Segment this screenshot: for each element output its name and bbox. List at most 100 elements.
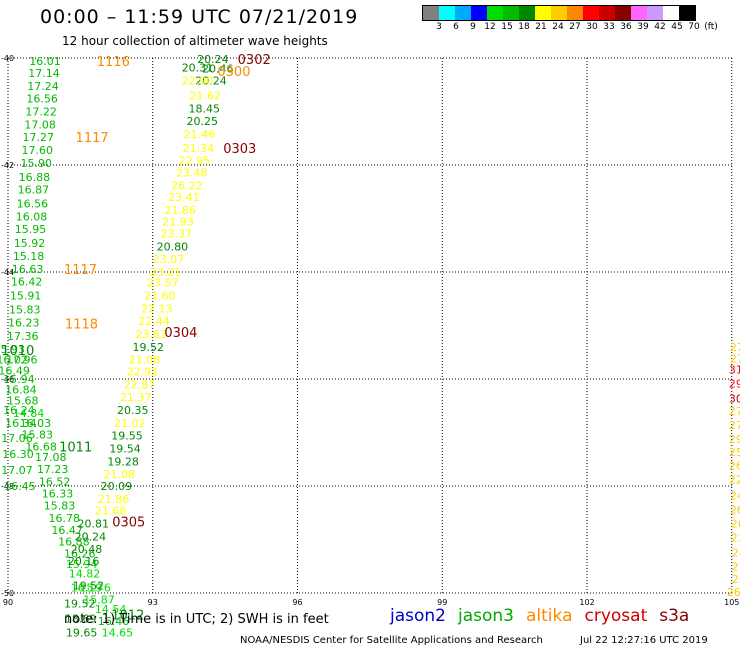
legend-label: 18	[518, 22, 530, 32]
wave-height-reading: 17.06	[1, 432, 33, 445]
wave-height-reading: 16.87	[18, 184, 50, 197]
wave-height-reading: 20.31	[182, 62, 214, 75]
wave-height-reading: 15.87	[83, 593, 115, 606]
legend-swatch	[471, 6, 487, 20]
legend-swatch	[567, 6, 583, 20]
legend-swatch	[599, 6, 615, 20]
legend-swatch	[551, 6, 567, 20]
wave-height-reading: 15.93	[0, 343, 25, 356]
y-tick-label: -46	[1, 375, 14, 384]
legend-swatch	[455, 6, 471, 20]
pass-time-label: 0300	[217, 65, 250, 80]
wave-height-reading: 26.0	[729, 460, 740, 473]
wave-height-reading: 22.13	[141, 302, 173, 315]
wave-height-reading: 20.35	[117, 404, 149, 417]
wave-height-reading: 16.33	[42, 487, 74, 500]
wave-height-reading: 17.96	[6, 354, 38, 367]
wave-height-reading: 16.45	[4, 480, 36, 493]
wave-height-reading: 15.92	[14, 237, 46, 250]
pass-time-label: 0303	[223, 142, 256, 157]
wave-height-reading: 19.65	[66, 627, 98, 640]
wave-height-reading: 20.09	[101, 480, 133, 493]
legend-swatches	[422, 5, 696, 21]
footer-credit: NOAA/NESDIS Center for Satellite Applica…	[240, 635, 543, 646]
wave-height-reading: 20.24	[75, 530, 107, 543]
wave-height-reading: 17.14	[28, 67, 60, 80]
wave-height-reading: 26.22	[171, 179, 203, 192]
wave-height-reading: 16.03	[20, 417, 52, 430]
legend-swatch	[615, 6, 631, 20]
pass-time-label: 0302	[238, 53, 271, 68]
wave-height-reading: 15.68	[7, 394, 39, 407]
wave-height-reading: 19.52	[64, 598, 96, 611]
wave-height-reading: 16.47	[51, 524, 83, 537]
wave-height-reading: 21.02	[114, 417, 145, 430]
legend-label: 3	[436, 22, 442, 32]
pass-time-label: 1011	[59, 440, 92, 455]
footer-timestamp: Jul 22 12:27:16 UTC 2019	[580, 635, 708, 646]
footer-note: note: 1) Time is in UTC; 2) SWH is in fe…	[64, 612, 329, 627]
wave-height-reading: 19.55	[111, 430, 143, 443]
y-tick-label: -40	[1, 54, 14, 63]
y-tick-label: -42	[1, 161, 14, 170]
wave-height-reading: 22.95	[179, 155, 211, 168]
pass-time-label: 0305	[112, 515, 145, 530]
legend-label: 21	[535, 22, 547, 32]
pass-time-label: 1116	[97, 55, 130, 70]
wave-height-reading: 15.91	[10, 290, 42, 303]
legend-swatch	[583, 6, 599, 20]
wave-height-reading: 17.07	[1, 464, 33, 477]
legend-swatch	[519, 6, 535, 20]
legend-swatch	[535, 6, 551, 20]
wave-height-reading: 23.37	[160, 227, 192, 240]
wave-height-reading: 16.23	[8, 316, 40, 329]
legend-label: 36	[620, 22, 632, 32]
wave-height-reading: 16.30	[2, 448, 34, 461]
x-tick-label: 90	[3, 598, 13, 607]
legend-label: (ft)	[704, 22, 718, 32]
legend-swatch	[439, 6, 455, 20]
x-tick-label: 102	[579, 598, 594, 607]
wave-height-reading: 20.81	[77, 517, 109, 530]
legend-label: 6	[453, 22, 459, 32]
wave-height-reading: 22.90	[182, 74, 214, 87]
wave-height-reading: 20.24	[195, 74, 227, 87]
legend-label: 15	[501, 22, 513, 32]
wave-height-reading: 21.37	[120, 391, 152, 404]
wave-height-reading: 14.65	[102, 627, 134, 640]
wave-height-reading: 23.87	[731, 531, 740, 544]
wave-height-reading: 16.02	[0, 354, 28, 367]
pass-time-label: 1012	[111, 608, 144, 623]
wave-height-reading: 15.90	[21, 157, 52, 170]
y-tick-label: -50	[1, 589, 14, 598]
legend-label: 12	[484, 22, 496, 32]
wave-height-reading: 16.42	[11, 276, 43, 289]
pass-time-label: 1118	[65, 317, 98, 332]
wave-height-reading: 24.44	[730, 490, 740, 503]
wave-height-reading: 16.01	[29, 55, 61, 68]
satellite-cryosat: cryosat	[584, 606, 648, 626]
wave-height-reading: 19.52	[132, 341, 164, 354]
wave-height-reading: 22.8	[729, 474, 740, 487]
wave-height-reading: 20.46	[202, 63, 234, 76]
wave-height-reading: 21.86	[164, 204, 196, 217]
satellite-altika: altika	[526, 606, 573, 626]
wave-height-reading: 27	[730, 341, 740, 354]
wave-height-reading: 21.08	[104, 468, 136, 481]
wave-height-reading: 27.84	[732, 560, 740, 573]
page-subtitle: 12 hour collection of altimeter wave hei…	[62, 34, 328, 48]
wave-height-reading: 23.48	[176, 166, 208, 179]
wave-height-reading: 16.56	[26, 93, 58, 106]
wave-height-reading: 16.88	[19, 171, 50, 184]
legend-label: 33	[603, 22, 615, 32]
x-tick-label: 105	[724, 598, 739, 607]
wave-height-reading: 21.34	[183, 142, 215, 155]
wave-height-reading: 26.30	[730, 504, 740, 517]
y-tick-label: -48	[1, 482, 14, 491]
wave-height-reading: 21.46	[184, 128, 216, 141]
y-tick-label: -44	[1, 268, 14, 277]
legend-label: 70	[688, 22, 700, 32]
wave-height-reading: 16.68	[25, 440, 57, 453]
wave-height-reading: 20.24	[197, 53, 229, 66]
wave-height-reading: 21.86	[98, 493, 129, 506]
